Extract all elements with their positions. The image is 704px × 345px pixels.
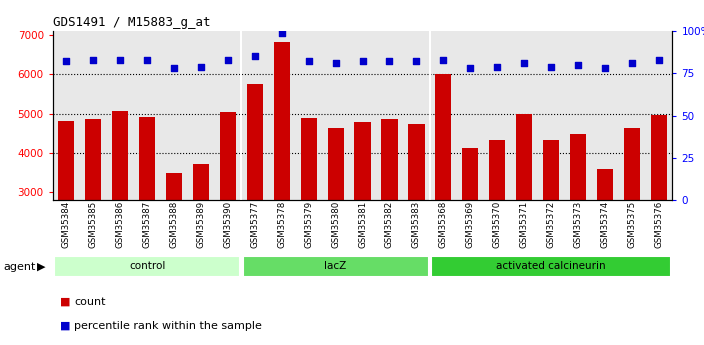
FancyBboxPatch shape [243, 256, 429, 277]
Point [222, 57, 234, 62]
FancyBboxPatch shape [54, 256, 240, 277]
Text: ■: ■ [60, 297, 70, 307]
Text: GSM35371: GSM35371 [520, 201, 529, 248]
Bar [301, 118, 317, 200]
Bar [543, 140, 559, 200]
Point [411, 59, 422, 64]
Text: control: control [129, 261, 165, 271]
Bar [139, 117, 155, 200]
Bar [220, 112, 236, 200]
Bar [516, 114, 532, 200]
Point [572, 62, 584, 68]
Text: GSM35389: GSM35389 [196, 201, 206, 248]
Text: ▶: ▶ [37, 262, 45, 272]
Text: GSM35387: GSM35387 [143, 201, 151, 248]
Point [276, 30, 287, 36]
Bar [355, 122, 370, 200]
Point [465, 66, 476, 71]
Text: GSM35390: GSM35390 [223, 201, 232, 248]
Point [438, 57, 449, 62]
Bar [166, 173, 182, 200]
Bar [463, 148, 479, 200]
Bar [85, 119, 101, 200]
Text: GSM35372: GSM35372 [546, 201, 555, 248]
Text: GSM35375: GSM35375 [627, 201, 636, 248]
Text: GDS1491 / M15883_g_at: GDS1491 / M15883_g_at [53, 16, 210, 29]
Text: GSM35370: GSM35370 [493, 201, 502, 248]
Text: lacZ: lacZ [325, 261, 347, 271]
Bar [597, 169, 613, 200]
Text: activated calcineurin: activated calcineurin [496, 261, 606, 271]
Text: GSM35384: GSM35384 [62, 201, 71, 248]
Text: GSM35383: GSM35383 [412, 201, 421, 248]
Bar [274, 42, 290, 200]
Point [195, 64, 206, 69]
Bar [650, 115, 667, 200]
Bar [489, 140, 505, 200]
Point [627, 60, 638, 66]
Point [546, 64, 557, 69]
Text: GSM35386: GSM35386 [115, 201, 125, 248]
Text: ■: ■ [60, 321, 70, 331]
Text: GSM35382: GSM35382 [385, 201, 394, 248]
Point [384, 59, 395, 64]
Bar [624, 128, 640, 200]
Bar [382, 119, 398, 200]
Bar [435, 74, 451, 200]
Point [653, 57, 665, 62]
Text: count: count [74, 297, 106, 307]
Point [168, 66, 180, 71]
Point [599, 66, 610, 71]
Bar [58, 121, 75, 200]
Point [115, 57, 126, 62]
Point [303, 59, 314, 64]
Text: GSM35381: GSM35381 [358, 201, 367, 248]
FancyBboxPatch shape [431, 256, 671, 277]
Bar [327, 128, 344, 200]
Text: percentile rank within the sample: percentile rank within the sample [74, 321, 262, 331]
Point [491, 64, 503, 69]
Point [249, 53, 260, 59]
Text: GSM35374: GSM35374 [601, 201, 610, 248]
Text: GSM35385: GSM35385 [89, 201, 98, 248]
Text: GSM35376: GSM35376 [654, 201, 663, 248]
Bar [570, 134, 586, 200]
Text: GSM35368: GSM35368 [439, 201, 448, 248]
Bar [193, 164, 209, 200]
Point [87, 57, 99, 62]
Text: GSM35388: GSM35388 [170, 201, 179, 248]
Point [519, 60, 530, 66]
Point [330, 60, 341, 66]
Point [357, 59, 368, 64]
Point [61, 59, 72, 64]
Text: GSM35369: GSM35369 [466, 201, 474, 248]
Text: agent: agent [4, 262, 36, 272]
Bar [112, 111, 128, 200]
Point [142, 57, 153, 62]
Text: GSM35380: GSM35380 [331, 201, 340, 248]
Text: GSM35373: GSM35373 [574, 201, 582, 248]
Bar [408, 124, 425, 200]
Text: GSM35379: GSM35379 [304, 201, 313, 248]
Text: GSM35378: GSM35378 [277, 201, 287, 248]
Text: GSM35377: GSM35377 [251, 201, 259, 248]
Bar [246, 84, 263, 200]
